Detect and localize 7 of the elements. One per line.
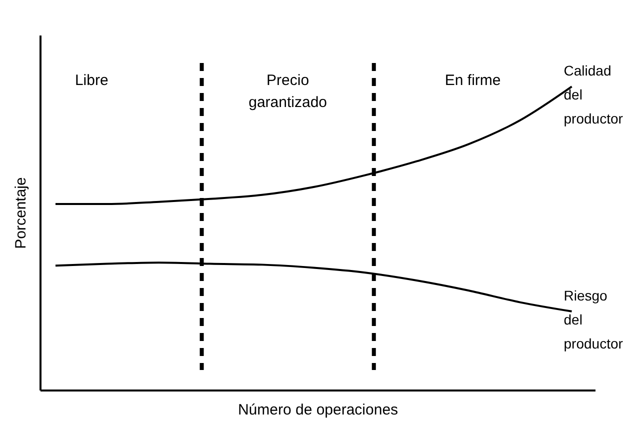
x-axis-title: Número de operaciones xyxy=(238,402,398,418)
series-label: Riesgo del productor xyxy=(564,287,624,352)
annotation: Libre xyxy=(74,72,108,89)
y-axis-title: Porcentaje xyxy=(12,177,30,249)
annotation: En firme xyxy=(444,72,501,89)
series-label: Calidad del productor xyxy=(564,62,624,127)
annotation: Precio garantizado xyxy=(248,72,328,111)
